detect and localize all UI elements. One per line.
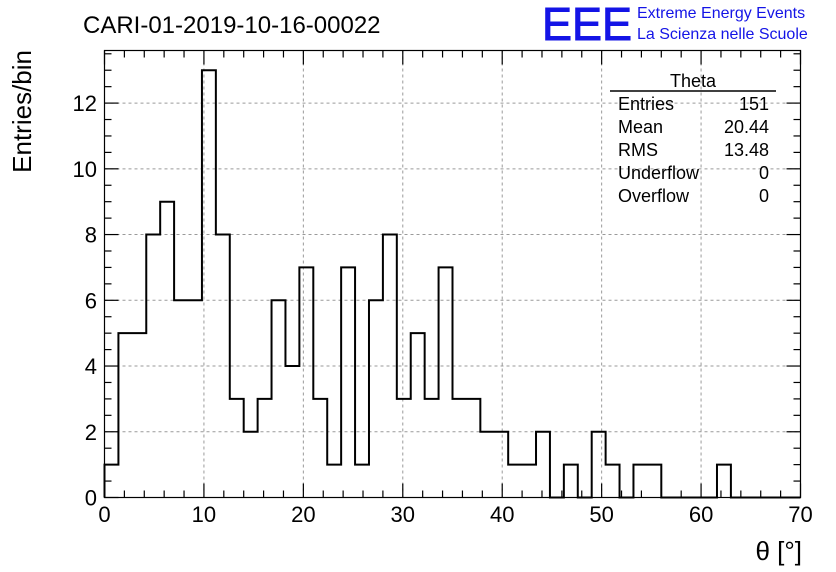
y-axis-label: Entries/bin [7, 50, 37, 173]
y-tick-label: 8 [85, 223, 97, 248]
stats-value: 20.44 [724, 117, 769, 137]
x-tick-labels: 0 10 20 30 40 50 60 70 [98, 502, 812, 527]
stats-box: Theta Entries 151 Mean 20.44 RMS 13.48 Underfl… [610, 71, 776, 206]
y-tick-labels: 0 2 4 6 8 10 12 [73, 91, 97, 510]
y-tick-label: 12 [73, 91, 97, 116]
x-tick-label: 0 [98, 502, 110, 527]
run-title: CARI-01-2019-10-16-00022 [83, 12, 381, 39]
y-tick-label: 6 [85, 288, 97, 313]
x-tick-label: 10 [192, 502, 216, 527]
x-axis-label: θ [°] [755, 536, 802, 566]
x-tick-label: 30 [391, 502, 415, 527]
axis-ticks [103, 50, 802, 499]
org-subtitle: La Scienza nelle Scuole [637, 26, 808, 43]
x-tick-label: 60 [689, 502, 713, 527]
stats-label: Overflow [618, 186, 690, 206]
eee-logo: EEE Extreme Energy Events La Scienza nel… [542, 0, 808, 51]
stats-rows: Entries 151 Mean 20.44 RMS 13.48 Underflow 0 Ove… [618, 94, 769, 206]
y-tick-label: 0 [85, 486, 97, 511]
x-tick-label: 70 [788, 502, 812, 527]
stats-title: Theta [670, 71, 717, 91]
histogram-outline [103, 69, 801, 499]
x-tick-label: 20 [291, 502, 315, 527]
plot-frame [103, 49, 802, 499]
grid-lines [104, 50, 801, 498]
stats-value: 0 [759, 163, 769, 183]
y-tick-label: 10 [73, 157, 97, 182]
x-tick-label: 40 [490, 502, 514, 527]
stats-label: Entries [618, 94, 674, 114]
stats-value: 13.48 [724, 140, 769, 160]
org-name: Extreme Energy Events [637, 5, 805, 22]
stats-label: RMS [618, 140, 658, 160]
eee-logo-text: EEE [542, 0, 632, 50]
stats-value: 0 [759, 186, 769, 206]
x-tick-label: 50 [589, 502, 613, 527]
stats-label: Mean [618, 117, 663, 137]
y-tick-label: 4 [85, 354, 97, 379]
stats-value: 151 [739, 94, 769, 114]
y-tick-label: 2 [85, 420, 97, 445]
stats-label: Underflow [618, 163, 700, 183]
